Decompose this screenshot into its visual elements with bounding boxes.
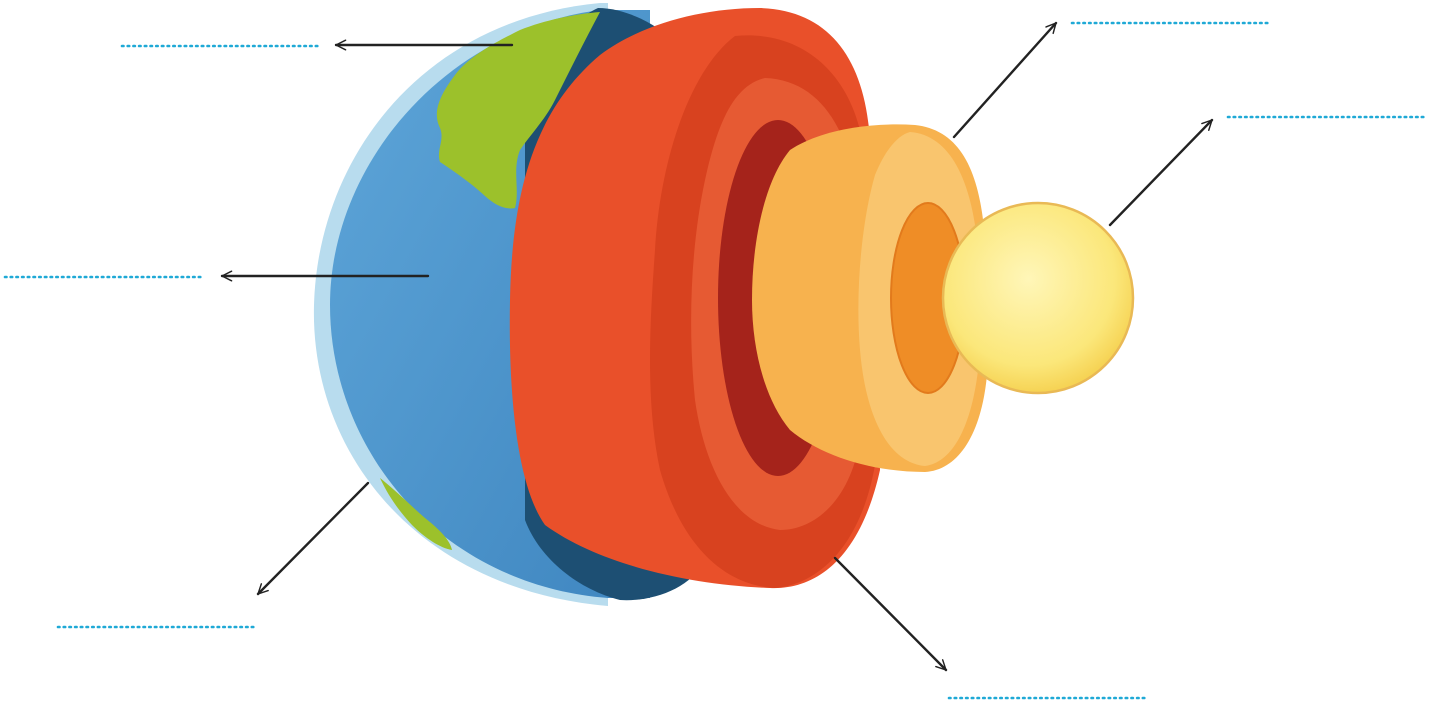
blank-answer-lines <box>3 21 1428 700</box>
arrow-mantle <box>833 556 948 672</box>
continent-north-america <box>436 12 600 209</box>
arrow-continent <box>256 481 370 596</box>
continent-south <box>380 478 452 550</box>
earth-illustration <box>313 3 1135 606</box>
pointer-arrows <box>220 21 1214 672</box>
arrow-inner-core <box>1108 118 1214 227</box>
inner-core <box>941 201 1135 395</box>
arrow-outer-core <box>952 21 1058 139</box>
